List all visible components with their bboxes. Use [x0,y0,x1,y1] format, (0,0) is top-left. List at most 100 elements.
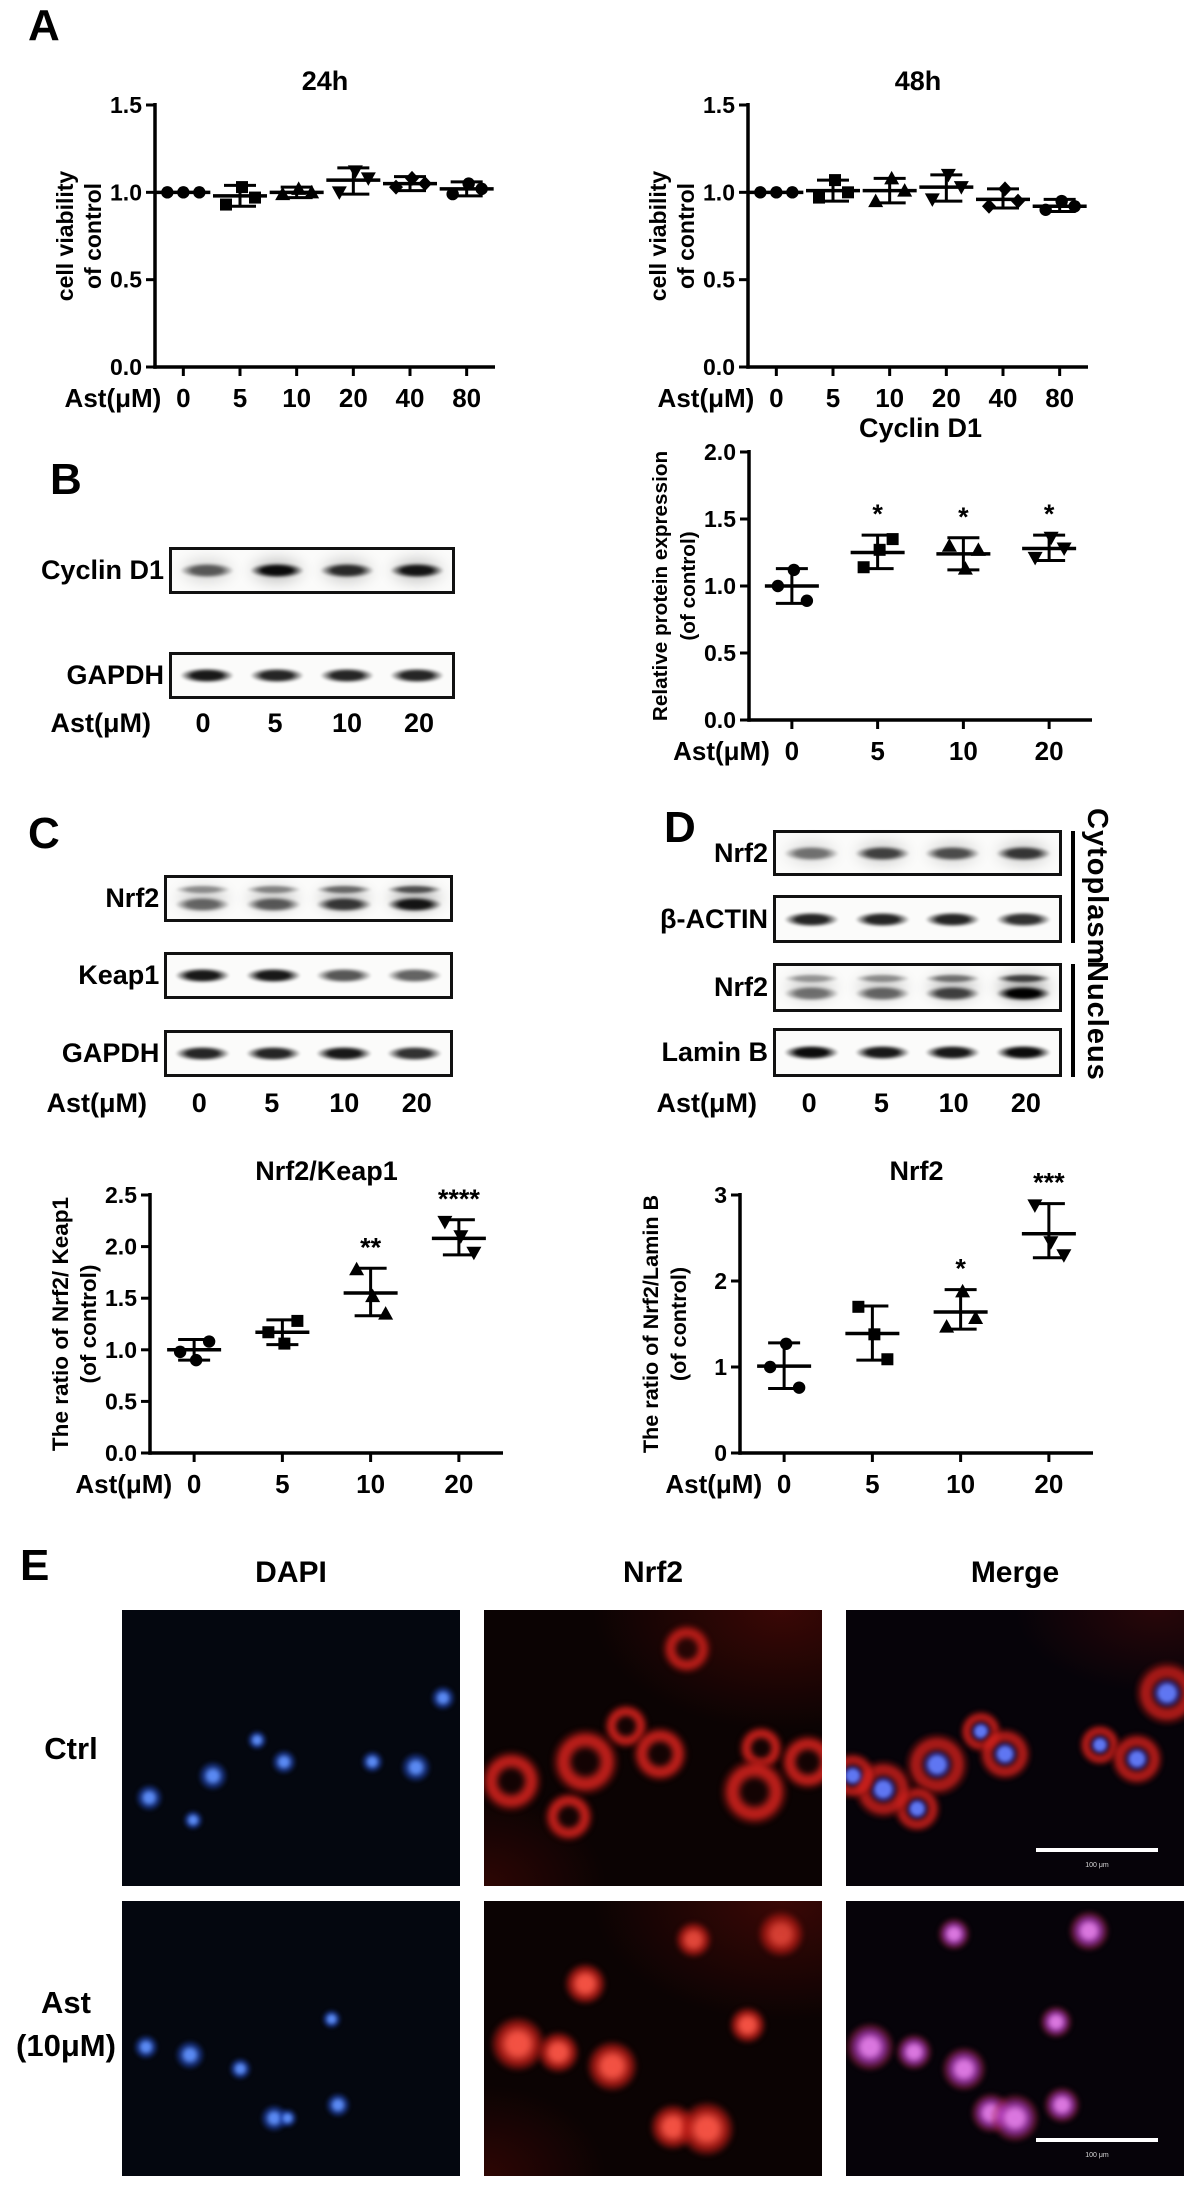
data-point [304,184,320,199]
data-point [462,177,475,190]
protein-band [319,563,375,578]
data-point [365,1288,381,1303]
data-point [1043,531,1059,546]
data-point [1043,1236,1059,1250]
data-point [291,181,307,195]
y-tick-label: 2.0 [105,1234,137,1260]
data-point [1011,193,1025,209]
x-axis-prefix: Ast(μM) [65,383,162,413]
protein-band [854,986,910,1001]
lane-label: 5 [873,1087,889,1118]
protein-band [245,885,301,894]
blot-lane [988,898,1059,940]
data-point [852,1300,865,1313]
cell-blob [182,1809,204,1831]
data-point [475,182,488,196]
scale-bar-label: 100 μm [1085,1862,1109,1869]
protein-band [249,668,305,683]
cell-blob [400,1751,432,1783]
protein-band [925,1045,981,1060]
lane-label: 10 [329,1087,360,1118]
protein-band [249,563,305,578]
data-point [360,172,376,186]
column-header-dapi: DAPI [255,1556,327,1589]
data-point [982,198,996,214]
data-point [405,170,419,186]
x-tick-label: 5 [865,1469,879,1499]
data-point [173,1345,187,1359]
x-tick-label: 0 [777,1469,791,1499]
blot-lane [309,878,380,919]
cell-blob [543,1791,594,1843]
x-tick-label: 0 [187,1469,201,1499]
chart-title: 24h [302,66,349,96]
cell-blob [977,1726,1032,1781]
data-point [770,186,783,199]
lane-header: Ast(μM) [46,1087,148,1118]
y-axis-label: (of control) [666,1267,691,1381]
micrograph-ctrl-dapi [122,1610,460,1886]
protein-band [925,986,981,1001]
x-tick-label: 5 [233,383,247,413]
cell-blob [938,1918,971,1950]
cell-blob [551,1728,619,1796]
data-point [1056,1249,1072,1263]
protein-band [316,885,372,894]
data-point [786,186,799,199]
x-tick-label: 80 [1045,383,1074,413]
data-point [1056,542,1072,556]
data-point [881,1353,894,1366]
blot-protein-label: Nrf2 [713,972,768,1002]
y-tick-label: 1.5 [704,506,736,532]
lane-label: 10 [938,1087,969,1118]
lane-label: 20 [1010,1087,1041,1118]
data-point [884,170,900,185]
blot-protein-label: Keap1 [78,960,160,990]
data-point [193,186,206,199]
blot-row-nrf2-c: Nrf2 [18,875,453,922]
micrograph-ctrl-merge: 100 μm [846,1610,1184,1886]
x-tick-label: 20 [444,1469,473,1499]
protein-band [783,974,839,983]
y-tick-label: 1.0 [105,1337,137,1363]
data-point [787,563,801,577]
y-axis-label: cell viability [52,171,78,302]
chart-title: 48h [895,66,942,96]
x-tick-label: 10 [946,1469,975,1499]
blot-lane [172,655,242,696]
blot-row-beta-actin: β-ACTIN [600,895,1062,943]
cell-blob [895,2034,932,2071]
blot-protein-label: GAPDH [66,660,164,690]
chart-title: Cyclin D1 [859,413,982,443]
lane-label: 0 [191,1087,207,1118]
blot-row-nrf2-nucleus: Nrf2 [600,963,1062,1012]
micrograph-ast-merge: 100 μm [846,1901,1184,2176]
data-point [161,186,174,199]
y-tick-label: 1.5 [703,92,735,118]
blot-lane [776,1031,847,1074]
blot-lane [312,655,382,696]
y-axis-label: cell viability [645,171,671,302]
blot-lane [242,550,312,591]
x-tick-label: 20 [1034,1469,1063,1499]
protein-band [319,668,375,683]
cell-blob [490,2016,546,2072]
data-point [389,179,403,195]
x-tick-label: 5 [275,1469,289,1499]
cell-blob [679,2101,735,2157]
data-point [1027,551,1043,566]
y-tick-label: 1.0 [110,179,142,205]
y-tick-label: 2.0 [704,439,736,465]
data-point [886,533,899,546]
blot-lane [238,1033,309,1074]
cell-blob [758,1911,805,1957]
protein-band [389,668,445,683]
protein-band [854,911,910,927]
data-point [998,181,1012,197]
protein-band [783,1045,839,1060]
blot-lane [379,955,450,996]
protein-band [175,1046,231,1061]
x-tick-label: 10 [949,736,978,766]
panel-c-label: C [28,809,60,858]
x-axis-prefix: Ast(μM) [75,1469,172,1499]
